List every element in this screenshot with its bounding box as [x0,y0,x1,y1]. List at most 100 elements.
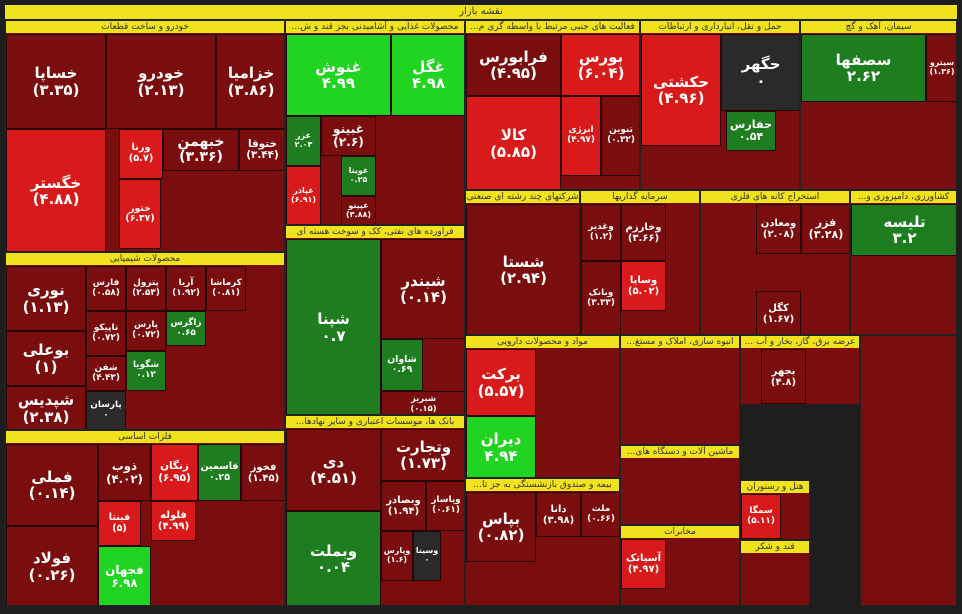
stock-name: فجهان [105,562,144,577]
stock-tile[interactable]: خودرو (۲.۱۳) [106,34,216,129]
stock-tile[interactable]: خزامیا (۳.۸۶) [216,34,284,129]
stock-tile[interactable]: نوری (۱.۱۳) [6,266,86,331]
stock-tile[interactable]: شفن (۴.۴۳) [86,356,126,391]
stock-tile[interactable]: غگل ۴.۹۸ [391,34,464,116]
stock-tile[interactable]: انرژی (۴.۹۷) [561,96,601,176]
stock-tile[interactable]: دانا (۳.۹۸) [536,492,581,537]
sector-header: انبوه سازی، املاک و مستغ... [621,336,739,348]
sector-header: فلزات اساسی [6,431,284,443]
stock-tile[interactable]: شگویا ۰.۱۲ [126,351,166,391]
stock-tile[interactable]: حگهر ۰ [721,34,799,111]
stock-change: ۰ [756,71,766,90]
stock-change: (۴.۴۳) [92,372,120,383]
stock-tile[interactable]: پارس (۰.۷۲) [126,311,166,351]
stock-tile[interactable]: زاگرس ۰.۶۵ [166,311,206,346]
stock-tile[interactable]: خگستر (۴.۸۸) [6,129,106,251]
stock-change: (۶.۹۵) [158,471,191,484]
stock-tile[interactable]: فجهان ۶.۹۸ [98,546,151,605]
stock-tile[interactable]: شبندر (۰.۱۴) [381,239,464,339]
stock-name: شگویا [132,360,160,371]
stock-tile[interactable]: شپنا ۰.۷ [286,239,381,414]
sector: خودرو و ساخت قطعات خساپا (۳.۳۵) خودرو (۲.۱۳)… [5,20,285,252]
stock-tile[interactable]: فزر (۳.۲۸) [801,204,849,254]
stock-tile[interactable]: غپاذر (۶.۹۱) [286,166,321,224]
stock-tile[interactable]: ختوقا (۳.۴۴) [239,129,284,171]
stock-change: ۰.۶۹ [391,364,413,375]
stock-tile[interactable]: فاسمین ۰.۲۵ [198,444,241,501]
stock-name: وسینا [415,546,439,556]
stock-tile[interactable]: وبانک (۳.۳۳) [581,261,621,334]
stock-name: فزر [815,215,837,229]
stock-tile[interactable]: وسایا (۵.۰۲) [621,261,666,311]
stock-tile[interactable]: خبهمن (۳.۳۶) [163,129,239,171]
stock-tile[interactable]: وبملت ۰.۰۴ [286,511,381,605]
stock-tile[interactable]: فخوز (۱.۴۵) [241,444,284,501]
stock-name: غگل [412,57,445,76]
stock-tile[interactable]: بوعلی (۱) [6,331,86,386]
stock-tile[interactable]: وپاسار (۰.۶۱) [426,481,464,531]
stock-change: (۴.۹۶) [657,89,705,107]
stock-tile[interactable]: شاوان ۰.۶۹ [381,339,423,391]
stock-tile[interactable]: حکشتی (۴.۹۶) [641,34,721,146]
stock-tile[interactable]: آسیاتک (۴.۹۷) [621,539,666,589]
stock-tile[interactable]: شپدیس (۲.۳۸) [6,386,86,429]
stock-tile[interactable]: وغدیر (۱.۲) [581,204,621,261]
stock-tile[interactable]: آریا (۱.۹۲) [166,266,206,311]
stock-tile[interactable]: دی (۴.۵۱) [286,429,381,511]
stock-tile[interactable]: فملی (۰.۱۴) [6,444,98,526]
stock-tile[interactable]: وپارس (۱.۶) [381,531,413,581]
stock-tile[interactable]: حفارس ۰.۵۴ [726,111,776,151]
stock-tile[interactable]: غویتا ۰.۲۵ [341,156,376,196]
stock-tile[interactable]: غزر ۲.۰۳ [286,116,321,166]
stock-name: نوری [27,281,65,299]
stock-tile[interactable]: تلیسه ۳.۲ [851,204,956,256]
stock-tile[interactable]: فرابورس (۴.۹۵) [466,34,561,96]
stock-change: (۰.۸۲) [477,526,525,544]
stock-tile[interactable]: غنوش ۴.۹۹ [286,34,391,116]
stock-tile[interactable]: کرماشا (۰.۸۱) [206,266,246,311]
stock-change: ۰.۵۴ [738,130,764,143]
stock-tile[interactable]: سصفها ۲.۶۲ [801,34,926,102]
stock-tile[interactable]: ورنا (۵.۷) [119,129,163,179]
stock-tile[interactable]: کگل (۱.۶۷) [756,291,801,334]
stock-tile[interactable]: وتجارت (۱.۷۳) [381,429,464,481]
stock-tile[interactable]: وخارزم (۳.۶۶) [621,204,666,261]
stock-tile[interactable]: خساپا (۳.۳۵) [6,34,106,129]
stock-tile[interactable]: وبصادر (۱.۹۴) [381,481,426,531]
stock-name: بپاس [481,509,521,528]
stock-change: ۴.۹۴ [484,446,518,465]
stock-tile[interactable]: تاپیکو (۰.۷۲) [86,311,126,356]
stock-change: (۴.۹۹) [157,521,190,532]
sector: سیمان، آهک و گچ سصفها ۲.۶۲ سیترو (۱.۳۶) [800,20,957,190]
stock-tile[interactable]: فلوله (۴.۹۹) [151,501,196,541]
stock-tile[interactable]: فینتا (۵) [98,501,141,546]
stock-tile[interactable]: ملت (۰.۶۶) [581,492,619,537]
stock-tile[interactable]: دیران ۴.۹۴ [466,416,536,477]
stock-name: دانا [550,503,567,515]
stock-tile[interactable]: سیترو (۱.۳۶) [926,34,956,102]
stock-tile[interactable]: پارسان ۰ [86,391,126,429]
stock-tile[interactable]: زنگان (۶.۹۵) [151,444,198,501]
stock-tile[interactable]: برکت (۵.۵۷) [466,349,536,416]
stock-change: ۰.۲۵ [208,471,231,483]
stock-tile[interactable]: سمگا (۵.۱۱) [741,494,781,539]
stock-tile[interactable]: فولاد (۰.۲۶) [6,526,98,605]
stock-tile[interactable]: کالا (۵.۸۵) [466,96,561,189]
stock-tile[interactable]: شستا (۲.۹۴) [466,204,579,334]
stock-tile[interactable]: شبریز (۰.۱۵) [381,391,464,414]
stock-change: ۰.۶۵ [176,327,196,338]
stock-tile[interactable]: بپاس (۰.۸۲) [466,492,536,562]
stock-tile[interactable]: ذوب (۴.۰۲) [98,444,151,501]
stock-tile[interactable]: تنوین (۰.۳۲) [601,96,639,176]
stock-tile[interactable]: بجهر (۴.۸) [761,349,806,404]
stock-name: ذوب [111,458,138,473]
stock-tile[interactable]: بورس (۶.۰۴) [561,34,639,96]
stock-tile[interactable]: ختور (۶.۳۷) [119,179,161,249]
stock-tile[interactable]: پترول (۲.۵۳) [126,266,166,311]
stock-tile[interactable]: ومعادن (۲.۰۸) [756,204,801,254]
stock-tile[interactable]: غپینو (۳.۸۸) [341,196,376,224]
sector-header: فراورده های نفتی، کک و سوخت هسته ای [286,226,464,238]
stock-tile[interactable]: غبینو (۲.۶) [321,116,376,156]
stock-tile[interactable]: وسینا ۰ [413,531,441,581]
stock-tile[interactable]: فارس (۰.۵۸) [86,266,126,311]
